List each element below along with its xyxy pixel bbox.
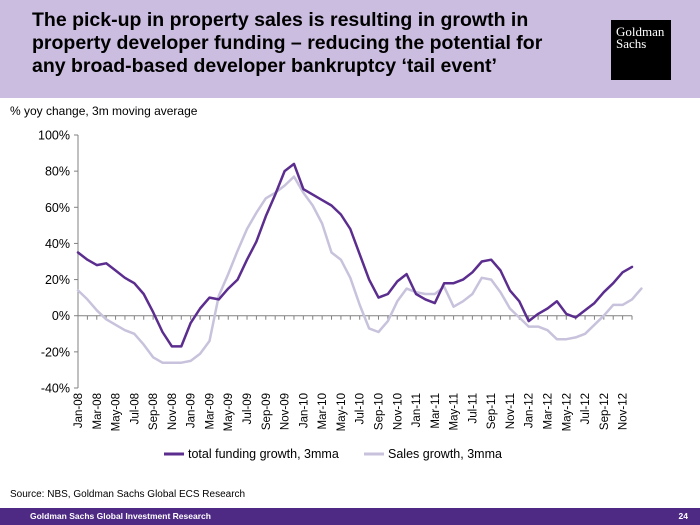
- units-label: % yoy change, 3m moving average: [10, 104, 198, 118]
- x-tick-label: Sep-11: [486, 393, 498, 429]
- x-tick-label: Sep-09: [261, 393, 273, 430]
- logo-line-2: Sachs: [616, 36, 647, 51]
- x-tick-label: Mar-12: [542, 393, 554, 429]
- series-line-total-funding: [76, 162, 634, 348]
- y-tick-label: -40%: [41, 382, 70, 396]
- title-line-3: any broad-based developer bankruptcy ‘ta…: [32, 55, 497, 77]
- logo-line-1: Goldman: [616, 24, 665, 39]
- x-tick-label: Jan-12: [524, 393, 536, 428]
- footer-text: Goldman Sachs Global Investment Research: [30, 511, 211, 521]
- x-tick-label: May-12: [561, 393, 573, 431]
- x-tick-label: Mar-10: [317, 393, 329, 429]
- x-tick-label: Sep-10: [373, 393, 385, 430]
- x-tick-label: Nov-08: [167, 393, 179, 430]
- title-line-2: property developer funding – reducing th…: [32, 32, 543, 54]
- goldman-sachs-logo: Goldman Sachs: [611, 20, 671, 80]
- header-band: [0, 0, 700, 98]
- x-tick-label: Jan-09: [186, 393, 198, 428]
- x-tick-label: Jan-10: [298, 393, 310, 428]
- x-tick-label: Sep-08: [148, 393, 160, 430]
- y-tick-label: 0%: [52, 309, 70, 323]
- x-tick-label: Jan-11: [411, 393, 423, 427]
- x-tick-label: Mar-08: [92, 393, 104, 429]
- source-note: Source: NBS, Goldman Sachs Global ECS Re…: [10, 489, 246, 500]
- x-tick-label: Nov-11: [505, 393, 517, 429]
- title-line-1: The pick-up in property sales is resulti…: [32, 9, 529, 31]
- x-tick-label: Nov-10: [392, 393, 404, 430]
- page-title: The pick-up in property sales is resulti…: [32, 9, 592, 78]
- x-tick-label: Jul-12: [580, 393, 592, 424]
- y-tick-label: 60%: [45, 201, 70, 215]
- x-tick-label: May-10: [336, 393, 348, 431]
- series-line-sales-growth: [76, 175, 643, 364]
- y-tick-label: -20%: [41, 345, 70, 359]
- x-tick-label: Jan-08: [73, 393, 85, 428]
- y-tick-label: 100%: [38, 129, 70, 143]
- x-tick-label: Mar-09: [204, 393, 216, 429]
- x-tick-label: Sep-12: [599, 393, 611, 430]
- x-tick-label: May-08: [111, 393, 123, 431]
- x-tick-label: Jul-11: [467, 393, 479, 423]
- page-number: 24: [678, 511, 688, 521]
- x-tick-label: May-09: [223, 393, 235, 431]
- line-chart: -40% -20% 0% 20% 40% 60% 80% 100% Jan-08 Mar-08 Ma…: [38, 129, 643, 461]
- legend-label: Sales growth, 3mma: [388, 447, 502, 461]
- y-tick-label: 20%: [45, 273, 70, 287]
- x-tick-label: May-11: [449, 393, 461, 431]
- x-tick-label: Jul-08: [129, 393, 141, 424]
- footer-band: [0, 508, 700, 525]
- x-tick-label: Jul-09: [242, 393, 254, 424]
- legend-label: total funding growth, 3mma: [188, 447, 339, 461]
- y-tick-label: 40%: [45, 237, 70, 251]
- x-tick-label: Nov-09: [280, 393, 292, 430]
- y-tick-label: 80%: [45, 165, 70, 179]
- x-tick-label: Jul-10: [355, 393, 367, 424]
- x-tick-label: Mar-11: [430, 393, 442, 429]
- x-tick-label: Nov-12: [618, 393, 630, 430]
